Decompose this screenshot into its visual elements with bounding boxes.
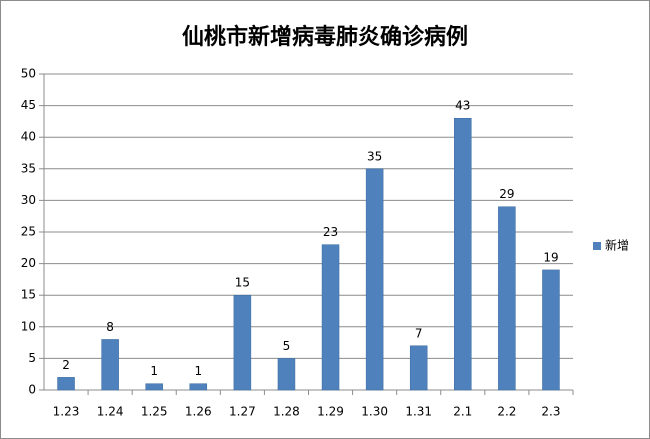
x-tick-label: 1.27 (229, 405, 256, 419)
legend-swatch (593, 242, 601, 250)
y-tick-label: 25 (21, 225, 36, 239)
bar (233, 294, 252, 391)
y-tick-label: 20 (21, 256, 36, 270)
bar (189, 383, 208, 391)
x-tick-label: 1.31 (405, 405, 432, 419)
bar (454, 117, 472, 391)
x-tick-label: 1.28 (273, 405, 300, 419)
y-tick-label: 0 (28, 383, 36, 397)
x-tick-label: 2.3 (541, 405, 560, 419)
bar (542, 269, 560, 391)
bar (365, 168, 384, 391)
data-label: 35 (367, 149, 382, 163)
bar (145, 383, 163, 391)
data-label: 7 (415, 326, 423, 340)
x-tick-label: 1.30 (361, 405, 388, 419)
x-tick-label: 1.29 (317, 405, 344, 419)
y-tick-label: 10 (21, 319, 36, 333)
y-tick-label: 30 (21, 193, 36, 207)
y-tick-label: 35 (21, 161, 36, 175)
bar (57, 377, 75, 391)
data-label: 15 (235, 276, 250, 290)
legend-label: 新增 (605, 238, 629, 253)
chart-title: 仙桃市新增病毒肺炎确诊病例 (182, 24, 468, 50)
bar (101, 339, 119, 391)
data-label: 43 (455, 99, 470, 113)
y-tick-label: 15 (21, 288, 36, 302)
data-label: 1 (194, 364, 202, 378)
data-label: 5 (283, 339, 291, 353)
bar (409, 345, 428, 391)
data-label: 2 (62, 358, 70, 372)
data-label: 1 (150, 364, 158, 378)
data-label: 23 (323, 225, 338, 239)
y-tick-label: 5 (28, 351, 36, 365)
data-label: 29 (499, 187, 514, 201)
data-label: 19 (543, 250, 558, 264)
x-tick-label: 1.23 (53, 405, 80, 419)
y-tick-label: 45 (21, 98, 36, 112)
y-tick-label: 40 (21, 130, 36, 144)
x-tick-label: 1.24 (97, 405, 124, 419)
x-tick-label: 2.2 (497, 405, 516, 419)
x-tick-label: 1.25 (141, 405, 168, 419)
bar (277, 358, 296, 391)
data-label: 8 (106, 320, 114, 334)
y-tick-label: 50 (21, 67, 36, 81)
x-tick-label: 1.26 (185, 405, 212, 419)
bar (321, 244, 340, 391)
bar (498, 206, 516, 391)
x-tick-label: 2.1 (453, 405, 472, 419)
